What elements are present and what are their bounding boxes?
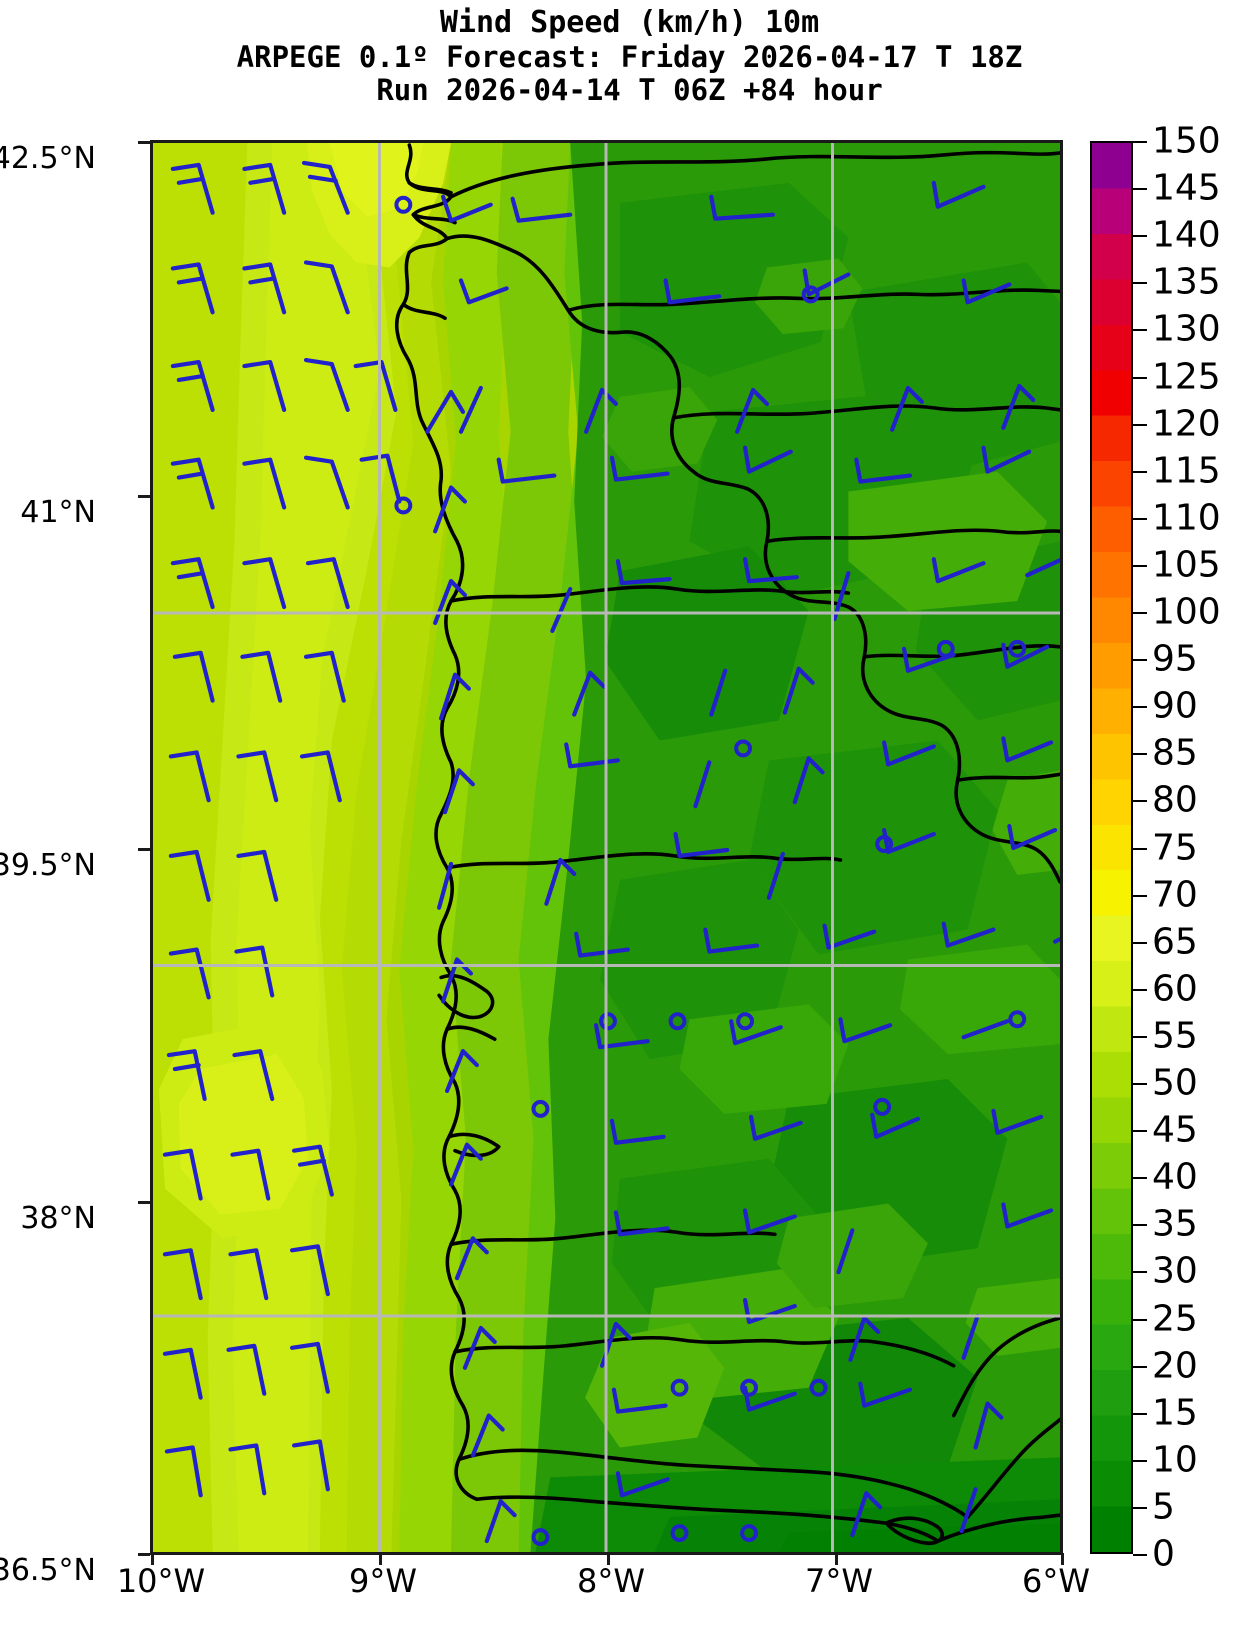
colorbar-label-105: 105 [1152, 544, 1221, 586]
y-tick-mark [138, 1553, 150, 1556]
colorbar-tick-80 [1133, 800, 1147, 803]
colorbar-tick-35 [1133, 1224, 1147, 1227]
colorbar-label-110: 110 [1152, 497, 1221, 539]
graticule [153, 143, 1060, 1552]
colorbar-tick-55 [1133, 1035, 1147, 1038]
colorbar-tick-30 [1133, 1271, 1147, 1274]
colorbar-label-150: 150 [1152, 120, 1221, 162]
weather-map-plot[interactable] [150, 140, 1063, 1555]
colorbar-label-20: 20 [1152, 1345, 1198, 1387]
colorbar-label-70: 70 [1152, 874, 1198, 916]
y-tick-mark [138, 1201, 150, 1204]
colorbar-label-100: 100 [1152, 591, 1221, 633]
x-tick-mark [1061, 1553, 1064, 1565]
wind-speed-field [153, 143, 1060, 1552]
colorbar-tick-85 [1133, 753, 1147, 756]
colorbar-label-45: 45 [1152, 1109, 1198, 1151]
colorbar-label-90: 90 [1152, 685, 1198, 727]
colorbar-label-135: 135 [1152, 261, 1221, 303]
x-tick-mark [607, 1553, 610, 1565]
wind-barb-layer [162, 160, 1060, 1547]
colorbar-label-140: 140 [1152, 214, 1221, 256]
colorbar-label-15: 15 [1152, 1392, 1198, 1434]
colorbar-label-145: 145 [1152, 167, 1221, 209]
colorbar-label-10: 10 [1152, 1439, 1198, 1481]
colorbar-label-50: 50 [1152, 1062, 1198, 1104]
colorbar-label-115: 115 [1152, 450, 1221, 492]
colorbar-label-65: 65 [1152, 921, 1198, 963]
colorbar-tick-95 [1133, 659, 1147, 662]
colorbar-label-35: 35 [1152, 1203, 1198, 1245]
x-tick-mark [379, 1553, 382, 1565]
colorbar-tick-115 [1133, 470, 1147, 473]
colorbar-label-130: 130 [1152, 308, 1221, 350]
colorbar-tick-110 [1133, 517, 1147, 520]
colorbar-tick-70 [1133, 894, 1147, 897]
x-axis-label-10w: 10°W [116, 1562, 206, 1600]
colorbar-label-85: 85 [1152, 732, 1198, 774]
colorbar-tick-125 [1133, 376, 1147, 379]
colorbar-tick-0 [1133, 1554, 1147, 1556]
colorbar-tick-50 [1133, 1083, 1147, 1085]
colorbar-tick-120 [1133, 423, 1147, 426]
colorbar[interactable] [1090, 141, 1133, 1554]
colorbar-label-5: 5 [1152, 1486, 1175, 1528]
colorbar-tick-65 [1133, 941, 1147, 944]
colorbar-tick-60 [1133, 988, 1147, 991]
colorbar-tick-135 [1133, 282, 1147, 285]
colorbar-label-30: 30 [1152, 1250, 1198, 1292]
colorbar-tick-75 [1133, 847, 1147, 850]
colorbar-tick-90 [1133, 706, 1147, 709]
colorbar-label-55: 55 [1152, 1015, 1198, 1057]
y-tick-mark [138, 141, 150, 144]
colorbar-tick-130 [1133, 329, 1147, 332]
colorbar-tick-10 [1133, 1459, 1147, 1462]
colorbar-gradient [1092, 143, 1131, 1552]
forecast-subtitle: ARPEGE 0.1º Forecast: Friday 2026-04-17 … [236, 39, 1023, 74]
chart-title-block: Wind Speed (km/h) 10m ARPEGE 0.1º Foreca… [0, 5, 1259, 108]
colorbar-label-80: 80 [1152, 779, 1198, 821]
colorbar-label-125: 125 [1152, 356, 1221, 397]
colorbar-tick-45 [1133, 1130, 1147, 1133]
x-tick-mark [151, 1553, 154, 1565]
x-axis-label-8w: 8°W [577, 1562, 645, 1600]
colorbar-tick-15 [1133, 1412, 1147, 1415]
page-title: Wind Speed (km/h) 10m [439, 5, 820, 40]
colorbar-label-75: 75 [1152, 827, 1198, 868]
colorbar-label-0: 0 [1152, 1533, 1175, 1575]
colorbar-label-60: 60 [1152, 968, 1198, 1010]
run-subtitle: Run 2026-04-14 T 06Z +84 hour [376, 73, 883, 108]
y-tick-mark [138, 495, 150, 498]
colorbar-tick-25 [1133, 1318, 1147, 1321]
colorbar-tick-40 [1133, 1177, 1147, 1180]
colorbar-tick-145 [1133, 188, 1147, 191]
colorbar-tick-150 [1133, 141, 1147, 143]
x-axis-label-9w: 9°W [349, 1562, 417, 1600]
colorbar-label-40: 40 [1152, 1156, 1198, 1198]
x-axis-label-6w: 6°W [1022, 1562, 1090, 1600]
colorbar-label-120: 120 [1152, 403, 1221, 445]
colorbar-tick-105 [1133, 564, 1147, 567]
colorbar-tick-5 [1133, 1506, 1147, 1509]
colorbar-tick-140 [1133, 235, 1147, 238]
x-tick-mark [835, 1553, 838, 1565]
colorbar-label-95: 95 [1152, 638, 1198, 680]
y-tick-mark [138, 848, 150, 851]
colorbar-tick-20 [1133, 1365, 1147, 1368]
x-axis-label-7w: 7°W [805, 1562, 873, 1600]
colorbar-label-25: 25 [1152, 1298, 1198, 1339]
colorbar-tick-100 [1133, 612, 1147, 614]
